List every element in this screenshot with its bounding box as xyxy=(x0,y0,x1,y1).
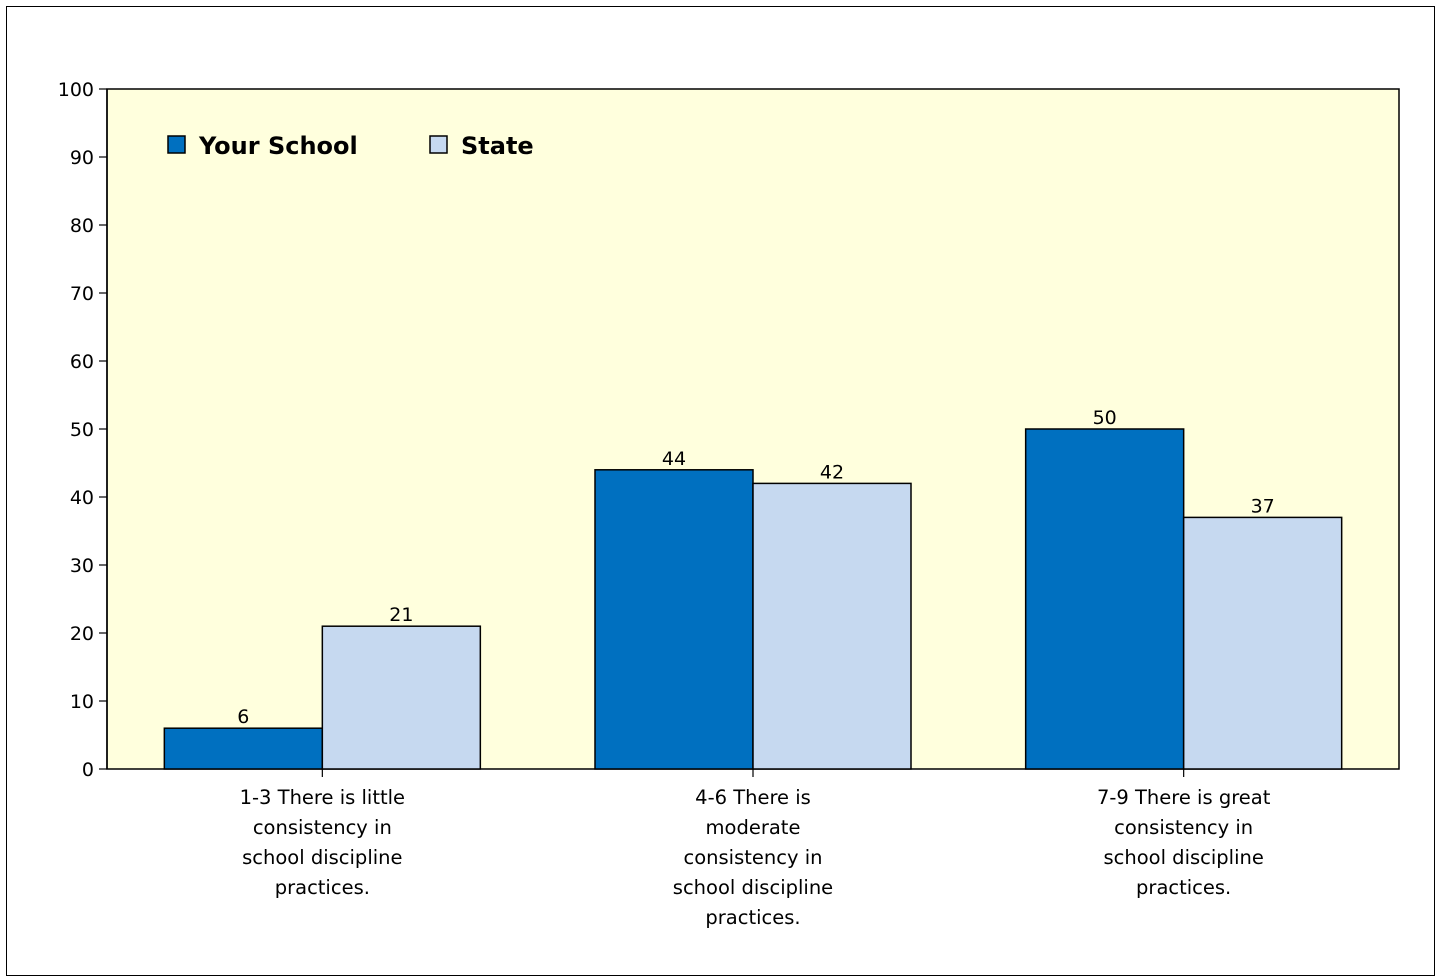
y-tick-label: 0 xyxy=(82,759,94,781)
x-category-label-line: consistency in xyxy=(1114,816,1253,839)
x-category-label-line: consistency in xyxy=(253,816,392,839)
data-label: 44 xyxy=(662,448,686,470)
legend: Your School State xyxy=(167,132,534,160)
data-label: 6 xyxy=(237,706,249,728)
data-label: 42 xyxy=(820,461,844,483)
x-category-label: 7-9 There is great consistency in school d… xyxy=(1097,786,1271,899)
x-category-label: 1-3 There is little consistency in school … xyxy=(240,786,405,899)
x-category-label-line: moderate xyxy=(706,816,801,839)
y-tick-label: 70 xyxy=(70,283,94,305)
y-tick-label: 60 xyxy=(70,351,94,373)
bars-layer: 6 21 44 42 50 37 xyxy=(163,407,1343,770)
bar-state xyxy=(1182,516,1343,770)
legend-label: State xyxy=(461,132,534,160)
x-category-label-line: 4-6 There is xyxy=(695,786,811,809)
y-tick-label: 80 xyxy=(70,215,94,237)
data-label: 37 xyxy=(1251,495,1275,517)
y-tick-label: 20 xyxy=(70,623,94,645)
legend-label: Your School xyxy=(198,132,358,160)
x-category-label-line: 1-3 There is little xyxy=(240,786,405,809)
data-label: 21 xyxy=(389,604,413,626)
y-tick-label: 10 xyxy=(70,691,94,713)
y-tick-label: 100 xyxy=(58,79,94,101)
bar-state xyxy=(752,482,912,770)
y-axis: 0 10 20 30 40 50 60 70 80 90 100 xyxy=(58,79,108,781)
x-category-label-line: practices. xyxy=(705,906,800,929)
y-tick-label: 40 xyxy=(70,487,94,509)
bar-your-school xyxy=(163,727,324,770)
x-category-label-line: practices. xyxy=(275,876,370,899)
legend-swatch xyxy=(167,135,186,154)
x-category-label: 4-6 There is moderate consistency in school… xyxy=(673,786,833,929)
x-category-label-line: school discipline xyxy=(242,846,402,869)
x-axis: 1-3 There is little consistency in school … xyxy=(240,769,1271,929)
bar-state xyxy=(321,625,482,770)
x-category-label-line: 7-9 There is great xyxy=(1097,786,1271,809)
bar-your-school xyxy=(1024,428,1185,770)
x-category-label-line: school discipline xyxy=(1103,846,1263,869)
bar-your-school xyxy=(594,469,754,770)
x-category-label-line: school discipline xyxy=(673,876,833,899)
data-label: 50 xyxy=(1093,407,1117,429)
x-category-label-line: practices. xyxy=(1136,876,1231,899)
y-tick-label: 30 xyxy=(70,555,94,577)
y-tick-label: 90 xyxy=(70,147,94,169)
y-tick-label: 50 xyxy=(70,419,94,441)
legend-swatch xyxy=(429,135,448,154)
x-category-label-line: consistency in xyxy=(684,846,823,869)
